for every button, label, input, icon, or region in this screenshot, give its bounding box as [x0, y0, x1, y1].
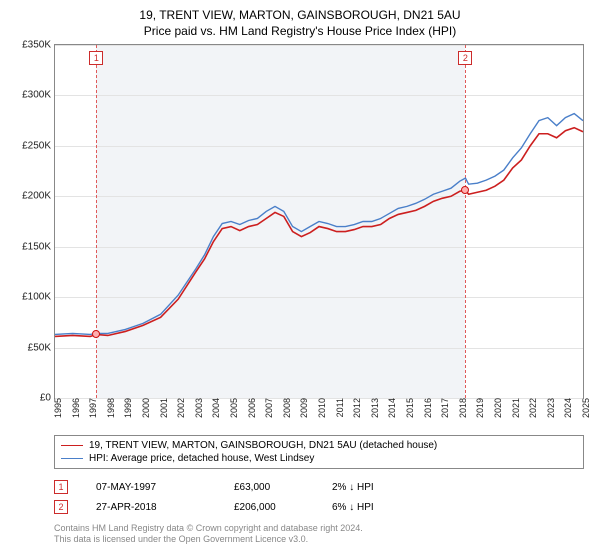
x-tick-label: 2013	[368, 398, 380, 418]
y-tick-label: £50K	[28, 342, 55, 353]
legend-label: HPI: Average price, detached house, West…	[89, 453, 314, 464]
chart-subtitle: Price paid vs. HM Land Registry's House …	[10, 24, 590, 38]
x-tick-label: 2005	[227, 398, 239, 418]
transaction-price: £63,000	[234, 482, 304, 493]
x-tick-label: 2009	[297, 398, 309, 418]
x-tick-label: 1999	[121, 398, 133, 418]
legend-label: 19, TRENT VIEW, MARTON, GAINSBOROUGH, DN…	[89, 440, 437, 451]
plot-canvas: £0£50K£100K£150K£200K£250K£300K£350K1995…	[54, 44, 584, 399]
x-tick-label: 1996	[69, 398, 81, 418]
y-tick-label: £350K	[22, 40, 55, 51]
plot-area: £0£50K£100K£150K£200K£250K£300K£350K1995…	[54, 44, 584, 399]
transactions-table: 1 07-MAY-1997 £63,000 2% ↓ HPI 2 27-APR-…	[54, 477, 584, 517]
x-tick-label: 2002	[174, 398, 186, 418]
x-tick-label: 2025	[579, 398, 591, 418]
x-tick-label: 2006	[245, 398, 257, 418]
y-tick-label: £300K	[22, 90, 55, 101]
x-tick-label: 2017	[438, 398, 450, 418]
x-tick-label: 2016	[421, 398, 433, 418]
x-tick-label: 2001	[157, 398, 169, 418]
x-tick-label: 2008	[280, 398, 292, 418]
x-tick-label: 2010	[315, 398, 327, 418]
table-row: 1 07-MAY-1997 £63,000 2% ↓ HPI	[54, 477, 584, 497]
x-tick-label: 2011	[333, 398, 345, 417]
x-tick-label: 2024	[561, 398, 573, 418]
x-tick-label: 2000	[139, 398, 151, 418]
x-tick-label: 2007	[262, 398, 274, 418]
x-tick-label: 2018	[456, 398, 468, 418]
transaction-index-box: 2	[54, 500, 68, 514]
footnote-line: Contains HM Land Registry data © Crown c…	[54, 523, 584, 534]
x-tick-label: 1995	[51, 398, 63, 418]
transaction-diff: 6% ↓ HPI	[332, 502, 412, 513]
footnote: Contains HM Land Registry data © Crown c…	[54, 523, 584, 546]
x-tick-label: 2004	[209, 398, 221, 418]
chart-title: 19, TRENT VIEW, MARTON, GAINSBOROUGH, DN…	[10, 8, 590, 22]
y-tick-label: £100K	[22, 292, 55, 303]
transaction-marker-dot	[92, 330, 100, 338]
legend-item: HPI: Average price, detached house, West…	[61, 452, 577, 465]
x-tick-label: 1997	[86, 398, 98, 418]
table-row: 2 27-APR-2018 £206,000 6% ↓ HPI	[54, 497, 584, 517]
footnote-line: This data is licensed under the Open Gov…	[54, 534, 584, 545]
chart-titles: 19, TRENT VIEW, MARTON, GAINSBOROUGH, DN…	[10, 8, 590, 38]
transaction-date: 27-APR-2018	[96, 502, 206, 513]
x-tick-label: 2014	[385, 398, 397, 418]
y-tick-label: £150K	[22, 241, 55, 252]
x-tick-label: 2022	[526, 398, 538, 418]
transaction-diff: 2% ↓ HPI	[332, 482, 412, 493]
transaction-price: £206,000	[234, 502, 304, 513]
y-tick-label: £200K	[22, 191, 55, 202]
x-tick-label: 2003	[192, 398, 204, 418]
x-tick-label: 2015	[403, 398, 415, 418]
legend: 19, TRENT VIEW, MARTON, GAINSBOROUGH, DN…	[54, 435, 584, 469]
y-tick-label: £250K	[22, 140, 55, 151]
x-tick-label: 1998	[104, 398, 116, 418]
transaction-index-box: 1	[54, 480, 68, 494]
x-tick-label: 2012	[350, 398, 362, 418]
legend-swatch	[61, 458, 83, 459]
legend-swatch	[61, 445, 83, 446]
x-tick-label: 2019	[473, 398, 485, 418]
house-price-chart: 19, TRENT VIEW, MARTON, GAINSBOROUGH, DN…	[0, 0, 600, 560]
x-tick-label: 2020	[491, 398, 503, 418]
transaction-date: 07-MAY-1997	[96, 482, 206, 493]
x-tick-label: 2023	[544, 398, 556, 418]
x-tick-label: 2021	[509, 398, 521, 418]
transaction-marker-dot	[461, 186, 469, 194]
legend-item: 19, TRENT VIEW, MARTON, GAINSBOROUGH, DN…	[61, 439, 577, 452]
